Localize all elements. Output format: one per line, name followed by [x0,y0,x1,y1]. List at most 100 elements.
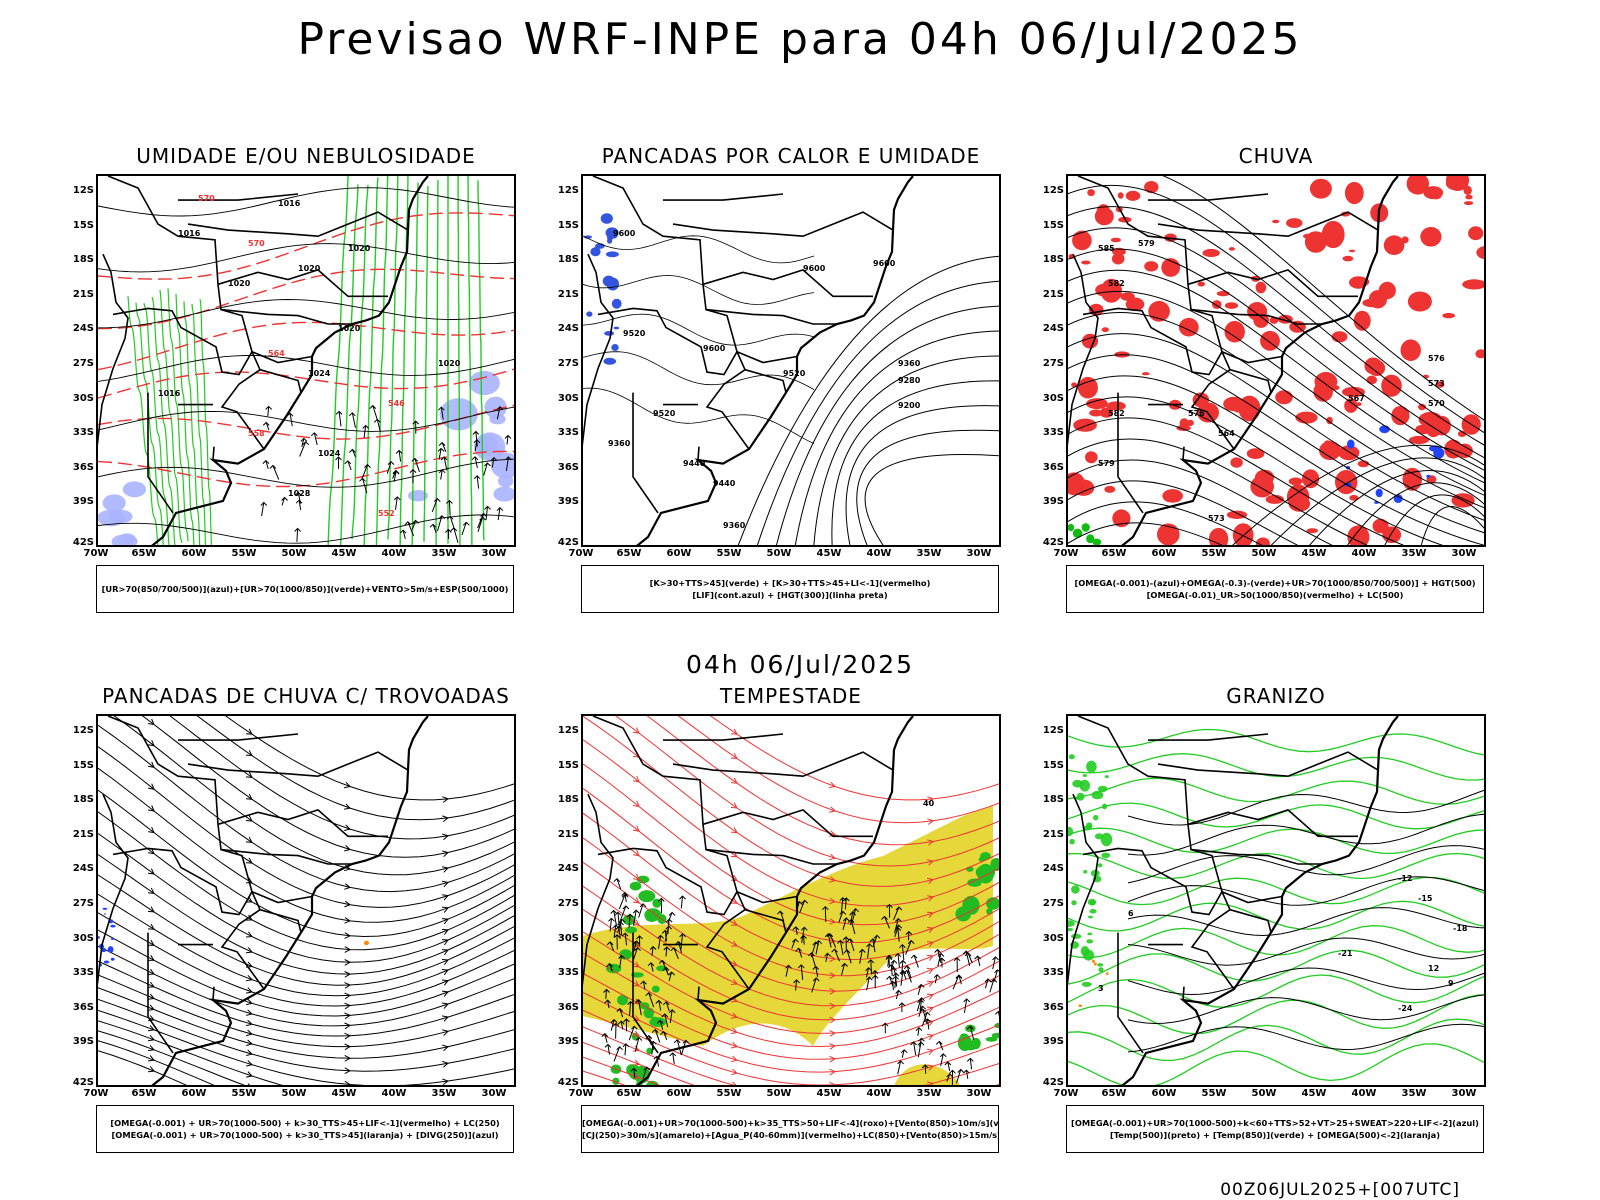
wind-vector [624,892,627,902]
map-panel: 40 [581,714,1001,1087]
height-500-contour [1068,185,1484,433]
rain-area [1432,415,1451,436]
wind-vector-head [656,1019,664,1024]
humidity-low-contour [199,299,213,545]
streamline-250 [98,893,514,997]
streamline-arrow [246,1009,254,1016]
rain-area [1117,192,1124,199]
panel-legend: [OMEGA(-0.001)+UR>70(1000-500)+k<60+TTS>… [1066,1105,1484,1153]
temperature-850-contour-dense [1072,779,1083,788]
temperature-850-contour-dense [1093,814,1099,821]
wind-850-area [986,908,993,915]
rain-area [1197,281,1205,287]
rain-area [1202,248,1220,258]
rain-area-green [1072,528,1083,538]
wind-vector [844,897,847,910]
humidity-low-contour [175,293,195,545]
rain-area [1383,235,1405,255]
rain-area [1331,331,1348,343]
wind-vector [351,449,356,458]
wind-vector [261,502,265,517]
contour-label: -18 [1453,924,1468,933]
wind-vector-head [438,469,446,474]
contour-label: -24 [1398,1004,1413,1013]
country-border [212,446,215,461]
wind-vector [937,949,942,963]
rain-area [1072,479,1095,496]
height-500-contour [1420,506,1484,545]
lon-tick-label: 30W [966,1088,992,1099]
wind-vector-head [617,1020,625,1025]
lat-tick-label: 21S [72,828,94,840]
lifted-index-area [590,247,601,257]
streamline-arrow [442,1015,449,1022]
rain-area [1072,230,1092,251]
wind-850-area [644,908,662,922]
wind-vector [901,944,905,960]
thickness-contour [98,450,514,488]
panel-legend: [OMEGA(-0.001)+UR>70(1000-500)+k>35_TTS>… [581,1105,999,1153]
lon-tick-label: 60W [666,548,692,559]
divergence-area [103,960,110,964]
temperature-850-contour-dense [1097,963,1104,967]
lat-tick-label: 12S [557,725,579,736]
streamline-arrow [442,1044,450,1052]
wind-vector [839,940,844,956]
panel-legend: [K>30+TTS>45](verde) + [K>30+TTS>45+LI<-… [581,565,999,613]
wind-vector [663,1031,668,1041]
panel-title: TEMPESTADE [720,684,862,708]
wind-vector-head [613,934,621,939]
height-500-contour [1309,470,1484,545]
wind-vector [483,462,488,476]
rain-area [1435,381,1445,388]
contour-label: 579 [1098,459,1115,468]
rain-area [1186,419,1194,427]
wind-vector-head [616,1046,623,1051]
streamline-arrow [148,826,155,834]
wind-vector-head [966,1057,974,1062]
streamline-arrow [442,1002,449,1009]
temperature-850-contour [1068,827,1484,855]
wind-vector [650,962,654,972]
height-500-contour [1068,522,1223,545]
wind-vector-head [801,899,809,904]
lon-tick-label: 50W [766,548,792,559]
lat-tick-label: 36S [557,1001,579,1013]
rain-area [1125,297,1145,312]
temperature-850-contour [1068,852,1484,880]
streamline-250 [98,1050,187,1085]
wind-vector [969,1025,975,1040]
wind-vector [791,939,796,949]
map-svg: 40 [583,716,999,1085]
wind-vector [673,947,679,959]
wind-850-area [617,994,629,1006]
temperature-850-contour-dense [1086,822,1093,829]
streamline-arrow [731,1012,738,1019]
wind-vector [895,990,900,1000]
streamline-arrow [927,911,934,918]
rain-area [1348,249,1356,253]
streamline-arrow [927,1064,934,1071]
contour-label: 585 [1098,244,1115,253]
rain-area [1342,255,1354,262]
divergence-area [110,924,116,928]
contour-label: 9600 [613,229,636,238]
lon-tick-label: 30W [481,1088,507,1099]
rain-area [1096,204,1111,220]
lifted-index-area [586,311,593,317]
lat-tick-label: 24S [557,863,579,875]
contour-label: 9200 [898,401,921,410]
contour-label: 9600 [873,259,896,268]
pressure-isobar [98,299,514,329]
wind-vector-head [399,529,407,534]
lat-tick-label: 18S [72,254,94,266]
lat-tick-label: 36S [557,461,579,473]
lat-tick-label: 21S [557,828,579,840]
contour-label: 40 [923,799,935,808]
lifted-index-area [606,277,619,291]
lat-tick-label: 12S [72,185,94,196]
wind-vector [613,1046,621,1062]
country-border [632,392,659,514]
streamline-arrow [829,806,836,813]
temperature-850-contour-dense [1068,826,1074,837]
